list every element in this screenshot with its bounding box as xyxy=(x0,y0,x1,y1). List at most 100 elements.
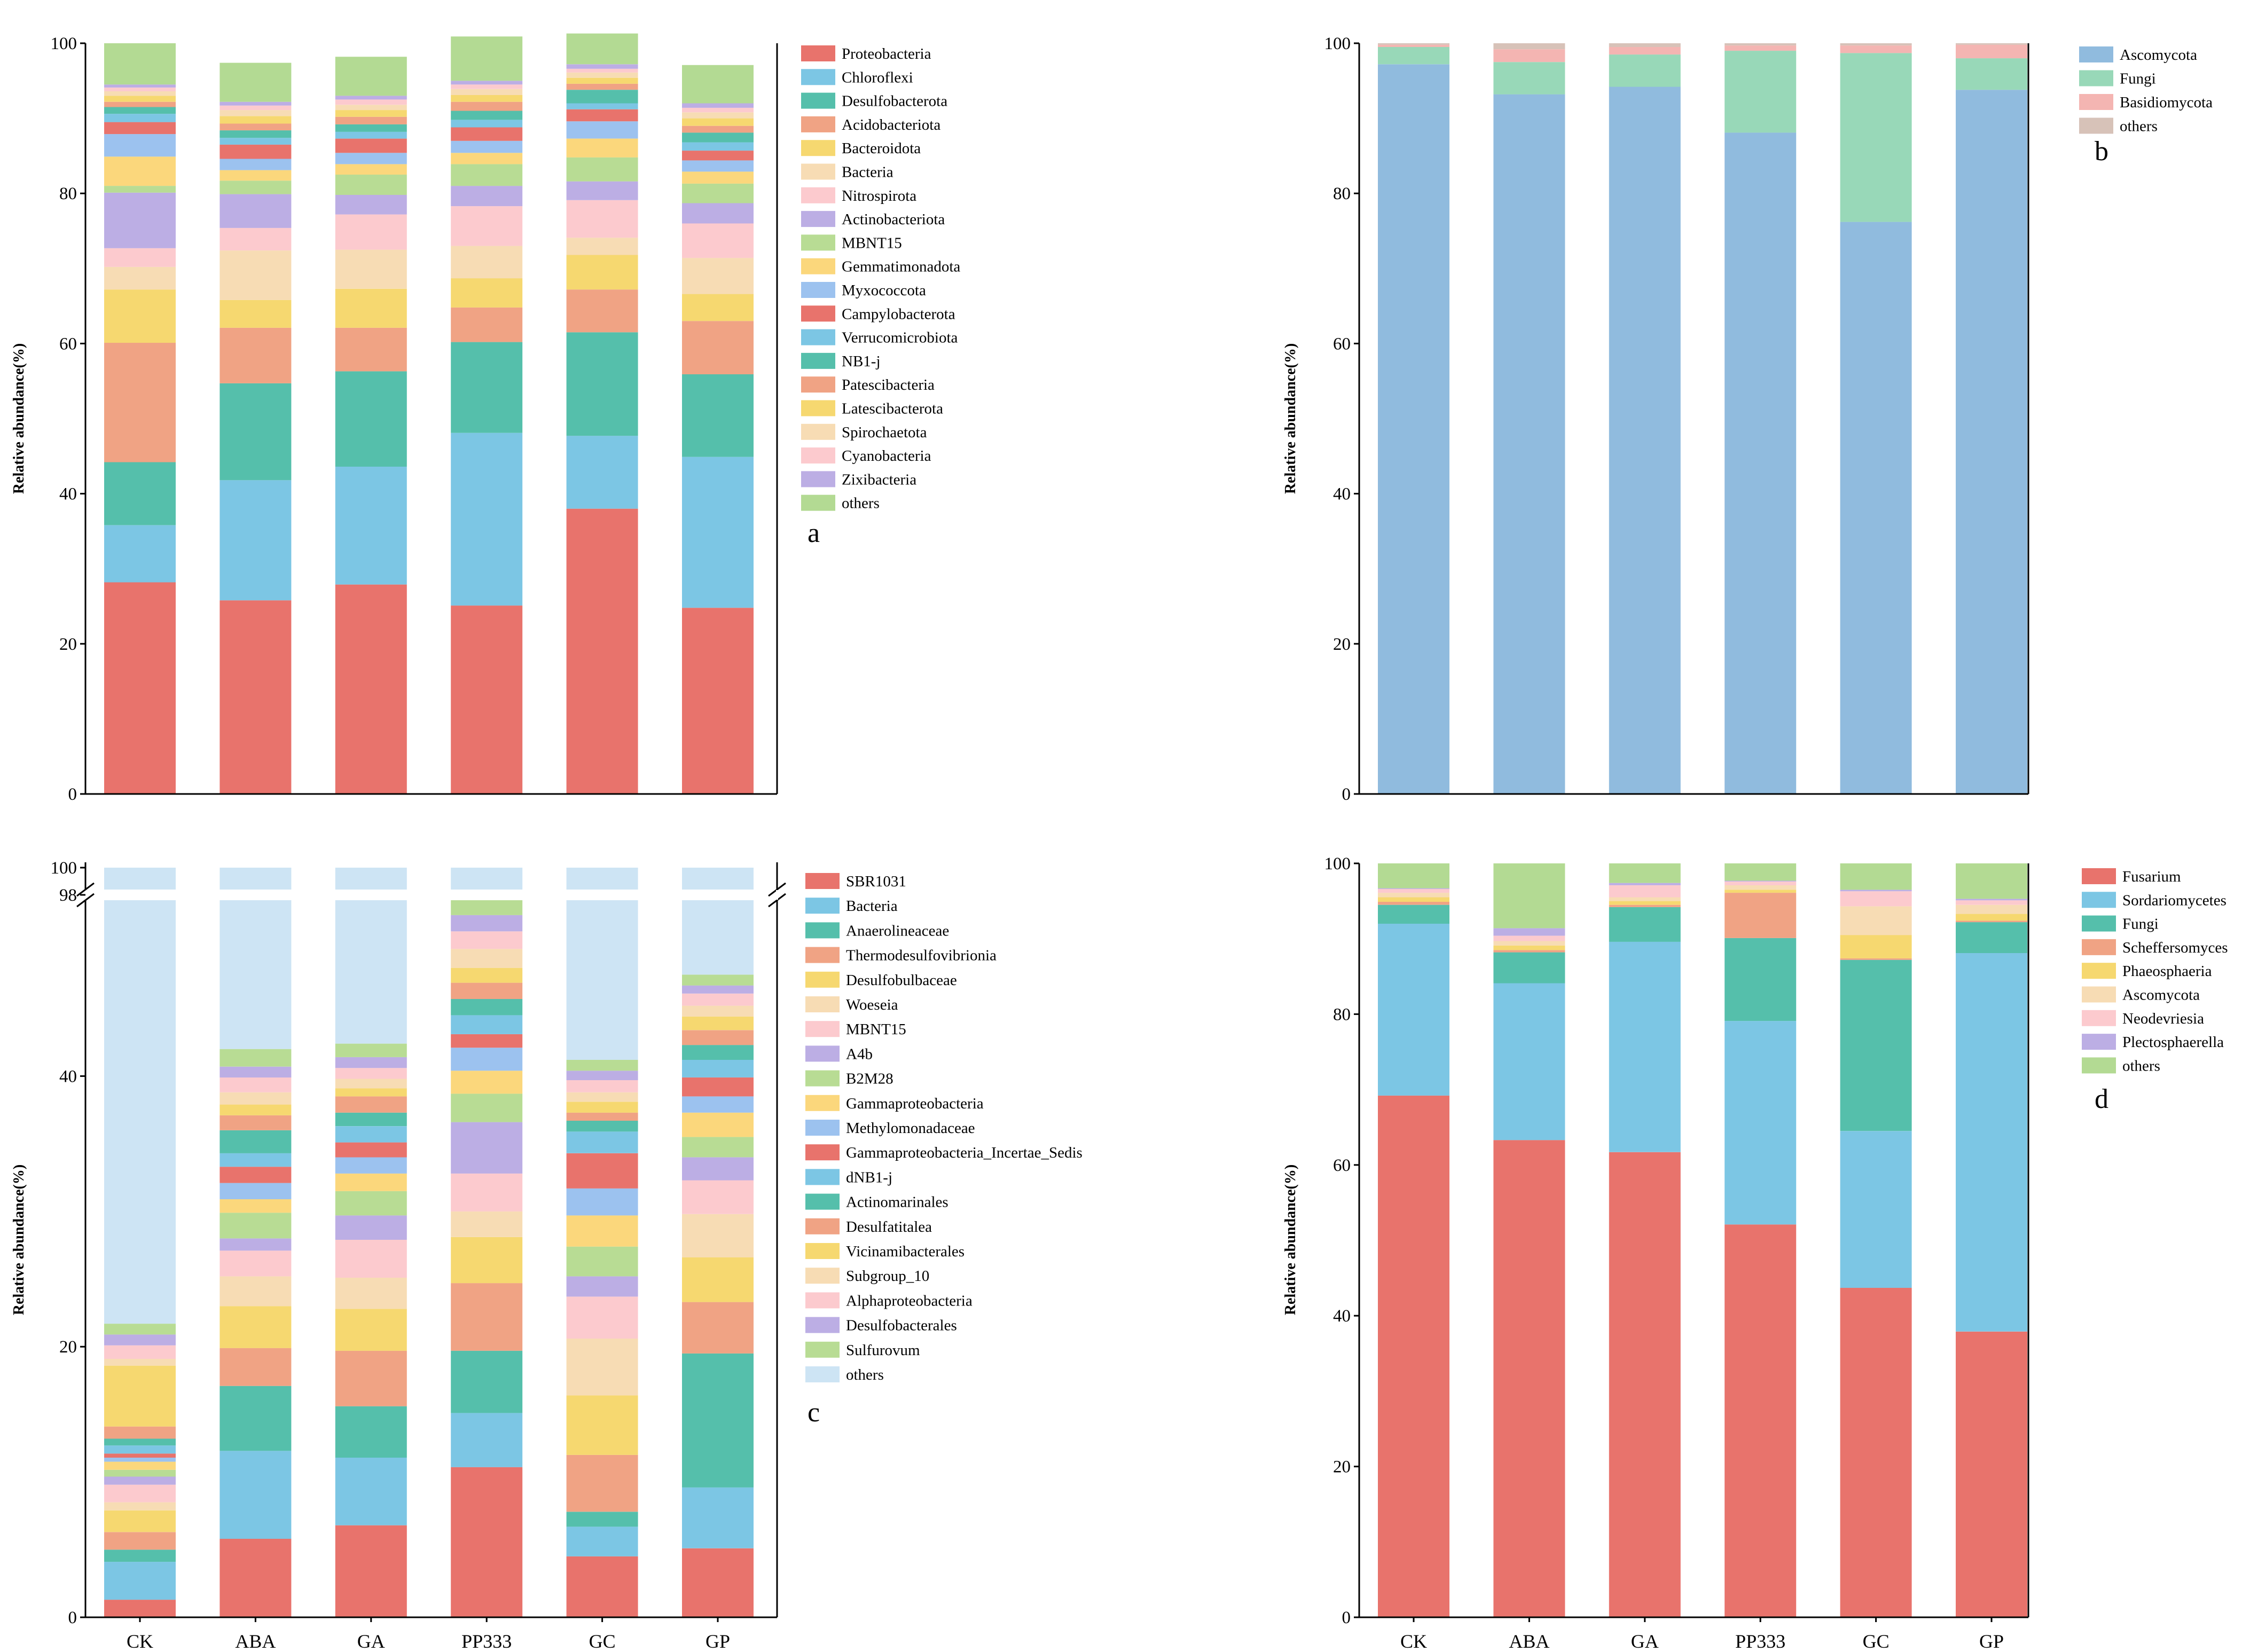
legend-swatch xyxy=(801,92,835,109)
legend-label: Alphaproteobacteria xyxy=(846,1292,973,1309)
bar-c-CK-B2M28 xyxy=(104,1469,176,1477)
legend-label: Plectosphaerella xyxy=(2122,1034,2224,1051)
bar-a-GC-Proteobacteria xyxy=(566,508,638,794)
bar-c-CK-Woeseia xyxy=(104,1502,176,1511)
legend-swatch xyxy=(801,116,835,132)
bar-c-GC-Sulfurovum xyxy=(566,1060,638,1071)
ytick-label: 40 xyxy=(1333,1307,1351,1326)
ytick-label: 60 xyxy=(1333,334,1351,353)
legend-swatch xyxy=(805,1045,840,1062)
ytick-label: 20 xyxy=(59,635,77,654)
bar-a-GP-Chloroflexi xyxy=(682,457,754,608)
bar-c-CK-Gammaproteobacteria_Incertae_Sedis xyxy=(104,1453,176,1458)
bar-a-GA-Campylobacterota xyxy=(335,138,407,153)
legend-swatch xyxy=(805,1268,840,1284)
bar-c-PP333-Bacteria xyxy=(451,1413,523,1467)
legend-label: Desulfobulbaceae xyxy=(846,972,957,989)
bar-a-CK-Verrucomicrobiota xyxy=(104,114,176,122)
bar-c-GC-Vicinamibacterales xyxy=(566,1102,638,1113)
bar-d-GA-Sordariomycetes xyxy=(1609,941,1681,1152)
legend-swatch xyxy=(805,1169,840,1185)
bar-a-GC-Patescibacteria xyxy=(566,83,638,90)
legend-swatch xyxy=(2082,1010,2116,1026)
bar-a-PP333-Patescibacteria xyxy=(451,101,523,111)
bar-d-CK-Fusarium xyxy=(1378,1095,1449,1617)
legend-label: Latescibacterota xyxy=(842,400,943,418)
bar-d-GA-Scheffersomyces xyxy=(1609,904,1681,907)
bar-a-GA-Latescibacterota xyxy=(335,110,407,117)
bar-a-GP-Actinobacteriota xyxy=(682,203,754,224)
bar-a-ABA-Bacteria xyxy=(220,250,292,300)
plot-frame-d xyxy=(1358,863,2029,1618)
bar-d-GC-Plectosphaerella xyxy=(1840,890,1912,892)
bar-c-CK-Desulfobacterales xyxy=(104,1334,176,1346)
bar-d-PP333-Plectosphaerella xyxy=(1724,880,1797,882)
ytick-label: 60 xyxy=(1333,1156,1351,1175)
bar-d-GA-others xyxy=(1609,863,1681,883)
bar-a-GC-Cyanobacteria xyxy=(566,68,638,73)
bar-d-GA-Ascomycota xyxy=(1609,897,1681,901)
legend-swatch xyxy=(805,947,840,963)
legend-label: Desulfatitalea xyxy=(846,1218,932,1236)
bar-b-GA-Fungi xyxy=(1609,54,1681,87)
legend-swatch xyxy=(801,400,835,416)
bar-d-GC-Fusarium xyxy=(1840,1288,1912,1617)
bar-c-PP333-Desulfobacterales xyxy=(451,915,523,932)
ytick-label: 40 xyxy=(1333,485,1351,504)
bar-a-ABA-NB1-j xyxy=(220,130,292,138)
bar-a-GC-Nitrospirota xyxy=(566,200,638,238)
legend-swatch xyxy=(801,471,835,487)
bar-c-GA-Gammaproteobacteria_Incertae_Sedis xyxy=(335,1142,407,1158)
legend-label: A4b xyxy=(846,1045,873,1063)
legend-label: Anaerolineaceae xyxy=(846,922,949,939)
bar-a-PP333-Spirochaetota xyxy=(451,89,523,95)
bar-a-GC-others xyxy=(566,33,638,65)
xtick-label-CK: CK xyxy=(127,1631,153,1652)
bar-c-GP-Desulfobacterales xyxy=(682,985,754,994)
bar-c-ABA-Woeseia xyxy=(220,1276,292,1307)
bar-c-GP-Woeseia xyxy=(682,1214,754,1257)
bar-c-GA-Methylomonadaceae xyxy=(335,1157,407,1174)
bar-d-ABA-Ascomycota xyxy=(1493,941,1565,946)
bar-a-PP333-NB1-j xyxy=(451,111,523,120)
bar-a-ABA-Chloroflexi xyxy=(220,480,292,601)
bar-c-PP333-Alphaproteobacteria xyxy=(451,931,523,949)
legend-label: dNB1-j xyxy=(846,1169,892,1186)
legend-b: Ascomycota Fungi Basidiomycota others xyxy=(2079,46,2213,135)
bar-c-PP333-Actinomarinales xyxy=(451,999,523,1016)
legend-swatch xyxy=(805,996,840,1012)
y-axis-label: Relative abundance(%) xyxy=(1282,1165,1299,1315)
bar-d-GC-Scheffersomyces xyxy=(1840,958,1912,960)
bar-b-GP-Fungi xyxy=(1956,58,2027,90)
bar-a-CK-Proteobacteria xyxy=(104,582,176,794)
bar-c-GA-Thermodesulfovibrionia xyxy=(335,1350,407,1406)
bar-d-ABA-Sordariomycetes xyxy=(1493,983,1565,1140)
bar-b-CK-Ascomycota xyxy=(1378,64,1449,794)
bar-d-ABA-Scheffersomyces xyxy=(1493,950,1565,953)
bar-c-CK-Bacteria xyxy=(104,1562,176,1600)
bar-d-GC-others xyxy=(1840,863,1912,890)
bar-a-GA-Spirochaetota xyxy=(335,105,407,111)
bar-a-GP-Cyanobacteria xyxy=(682,107,754,113)
ytick-label: 40 xyxy=(59,1067,77,1086)
bar-a-ABA-Zixibacteria xyxy=(220,101,292,106)
legend-swatch xyxy=(801,45,835,61)
legend-swatch xyxy=(801,140,835,156)
bar-d-GP-Ascomycota xyxy=(1956,904,2027,914)
bar-d-GP-Plectosphaerella xyxy=(1956,899,2027,901)
bar-c-CK-Alphaproteobacteria xyxy=(104,1345,176,1359)
bar-a-GP-Latescibacterota xyxy=(682,118,754,126)
bar-c-ABA-B2M28 xyxy=(220,1213,292,1239)
bar-d-GC-Sordariomycetes xyxy=(1840,1131,1912,1288)
bar-a-GA-Bacteroidota xyxy=(335,288,407,328)
bar-a-CK-MBNT15 xyxy=(104,186,176,193)
bar-c-CK-Desulfatitalea xyxy=(104,1426,176,1439)
bar-a-GA-Acidobacteriota xyxy=(335,327,407,372)
bar-a-GC-Chloroflexi xyxy=(566,436,638,509)
bar-d-PP333-Neodevriesia xyxy=(1724,881,1797,885)
bar-c-PP333-dNB1-j xyxy=(451,1015,523,1034)
legend-c: SBR1031 Bacteria Anaerolineaceae Thermodesu… xyxy=(805,873,1083,1383)
bar-a-ABA-Spirochaetota xyxy=(220,110,292,116)
bar-d-PP333-Fungi xyxy=(1724,938,1797,1021)
legend-swatch xyxy=(805,1144,840,1161)
